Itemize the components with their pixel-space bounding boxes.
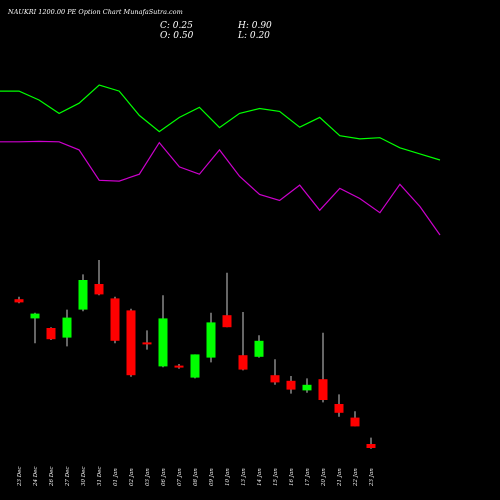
x-tick-label: 09 Jan bbox=[209, 468, 215, 486]
candle bbox=[174, 364, 184, 369]
x-axis-ticks: 23 Dec 24 Dec 26 Dec 27 Dec 30 Dec 31 Dec 01 J… bbox=[17, 467, 375, 488]
candle-body bbox=[366, 444, 376, 448]
indicator-line-2 bbox=[0, 140, 441, 236]
candle-body bbox=[238, 355, 248, 370]
candle bbox=[270, 359, 280, 385]
x-tick-label: 20 Jan bbox=[321, 468, 327, 487]
x-tick-label: 03 Jan bbox=[145, 468, 151, 486]
candle-body bbox=[78, 280, 88, 310]
candle-body bbox=[350, 417, 360, 427]
candle bbox=[142, 330, 152, 350]
x-tick-label: 22 Jan bbox=[353, 468, 359, 487]
high-label: H: 0.90 bbox=[237, 21, 272, 31]
x-tick-label: 10 Jan bbox=[225, 468, 231, 486]
candle bbox=[30, 312, 40, 344]
candle bbox=[238, 312, 248, 371]
candle-body bbox=[110, 298, 120, 341]
candle-body bbox=[158, 318, 168, 367]
candle-body bbox=[94, 284, 104, 295]
x-tick-label: 01 Jan bbox=[113, 468, 119, 486]
candle-body bbox=[206, 322, 216, 358]
candle-body bbox=[334, 404, 344, 413]
close-label: C: 0.25 bbox=[160, 21, 193, 31]
candle bbox=[14, 296, 24, 304]
candle bbox=[126, 308, 136, 377]
candle bbox=[286, 376, 296, 394]
candle bbox=[302, 378, 312, 393]
candle-body bbox=[62, 317, 72, 338]
candle bbox=[158, 295, 168, 368]
candle bbox=[190, 354, 200, 379]
candle-body bbox=[142, 342, 152, 345]
candle bbox=[94, 260, 104, 296]
x-tick-label: 31 Dec bbox=[97, 467, 103, 487]
candle-body bbox=[222, 315, 232, 328]
indicator-line-1 bbox=[0, 84, 441, 161]
x-tick-label: 27 Dec bbox=[65, 467, 71, 488]
candle bbox=[254, 335, 264, 358]
x-tick-label: 26 Dec bbox=[49, 467, 55, 488]
candle-body bbox=[302, 384, 312, 391]
candle-body bbox=[126, 310, 136, 376]
chart-title: NAUKRI 1200.00 PE Option Chart MunafaSut… bbox=[7, 8, 183, 16]
x-tick-label: 21 Jan bbox=[337, 468, 343, 487]
candle-body bbox=[46, 328, 56, 340]
x-tick-label: 16 Jan bbox=[289, 468, 295, 486]
candle-body bbox=[270, 375, 280, 383]
candle-body bbox=[14, 299, 24, 303]
candle-body bbox=[318, 379, 328, 400]
x-tick-label: 02 Jan bbox=[129, 468, 135, 486]
x-tick-label: 06 Jan bbox=[161, 468, 167, 486]
candle-body bbox=[30, 313, 40, 319]
candles bbox=[14, 260, 376, 449]
candle bbox=[318, 332, 328, 403]
x-tick-label: 15 Jan bbox=[273, 468, 279, 486]
candle bbox=[350, 411, 360, 427]
x-tick-label: 07 Jan bbox=[177, 468, 183, 486]
candle bbox=[78, 274, 88, 312]
indicator-lines bbox=[0, 84, 441, 236]
candle bbox=[222, 272, 232, 328]
candle bbox=[62, 309, 72, 347]
x-tick-label: 23 Dec bbox=[17, 467, 23, 488]
candle bbox=[46, 327, 56, 340]
x-tick-label: 08 Jan bbox=[193, 468, 199, 486]
candle bbox=[110, 296, 120, 344]
x-tick-label: 30 Dec bbox=[81, 467, 87, 487]
candle-body bbox=[254, 340, 264, 357]
candle-body bbox=[190, 354, 200, 378]
candle bbox=[334, 394, 344, 417]
open-label: O: 0.50 bbox=[160, 31, 194, 41]
x-tick-label: 17 Jan bbox=[305, 468, 311, 486]
candle-body bbox=[174, 365, 184, 368]
low-label: L: 0.20 bbox=[237, 31, 270, 41]
candle-body bbox=[286, 380, 296, 390]
x-tick-label: 23 Jan bbox=[369, 468, 375, 487]
x-tick-label: 24 Dec bbox=[33, 467, 39, 488]
candle bbox=[366, 437, 376, 449]
x-tick-label: 13 Jan bbox=[241, 468, 247, 486]
x-tick-label: 14 Jan bbox=[257, 468, 263, 486]
candle bbox=[206, 312, 216, 363]
